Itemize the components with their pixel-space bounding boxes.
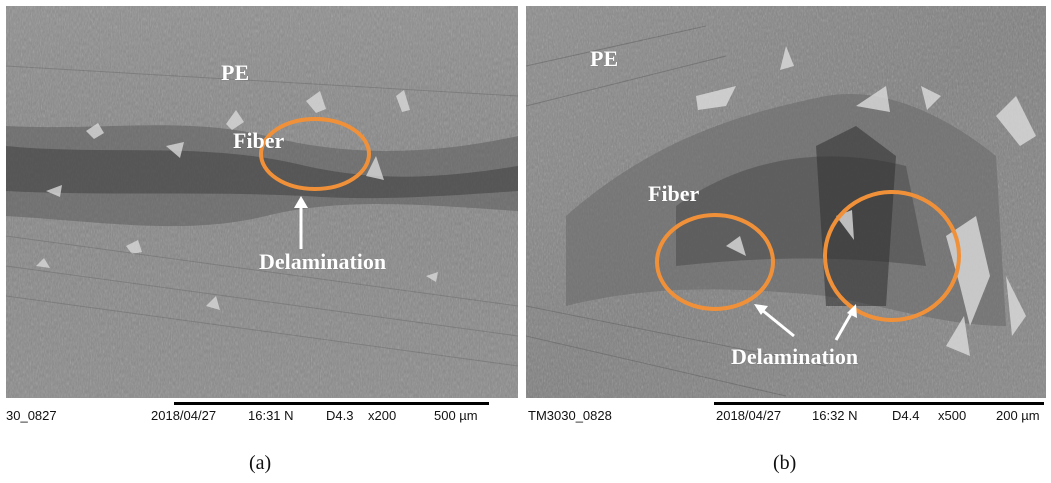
pe-label-a: PE [221,60,250,85]
date-b: 2018/04/27 [716,408,782,423]
image-id-b: TM3030_0828 [528,408,612,423]
pe-label-b: PE [590,46,619,71]
sem-panel-b: PE Fiber Delamination TM3030_0828 2018/0… [526,6,1046,428]
sem-info-bar-a: 30_0827 2018/04/27 16:31 N D4.3 x200 500… [6,398,518,428]
sem-micrograph-a [6,6,518,398]
magnification-a: x200 [368,408,397,423]
delamination-arrow-b-right [834,304,857,341]
fiber-circle-b-right [823,190,961,322]
magnification-b: x500 [938,408,967,423]
fiber-label-a: Fiber [233,128,285,153]
caption-b: (b) [773,452,797,474]
delamination-label-a: Delamination [259,249,387,274]
distance-b: D4.4 [892,408,920,423]
fiber-circle-a [259,117,371,191]
scale-label-b: 200 µm [996,408,1040,423]
scale-bar-b [714,402,1044,405]
date-a: 2018/04/27 [151,408,217,423]
fiber-circle-b-left [655,213,775,311]
distance-a: D4.3 [326,408,354,423]
delamination-label-b: Delamination [731,344,859,369]
image-id-a: 30_0827 [6,408,57,423]
time-a: 16:31 N [248,408,294,423]
scale-bar-a [174,402,489,405]
caption-a: (a) [249,452,272,474]
scale-label-a: 500 µm [434,408,478,423]
sem-info-bar-b: TM3030_0828 2018/04/27 16:32 N D4.4 x500… [526,398,1046,428]
time-b: 16:32 N [812,408,858,423]
sem-micrograph-b [526,6,1046,398]
fiber-label-b: Fiber [648,181,700,206]
sem-panel-a: PE Fiber Delamination 30_0827 2018/04/27… [6,6,518,428]
delamination-arrow-b-left [754,304,795,338]
delamination-arrow-a [294,196,308,249]
